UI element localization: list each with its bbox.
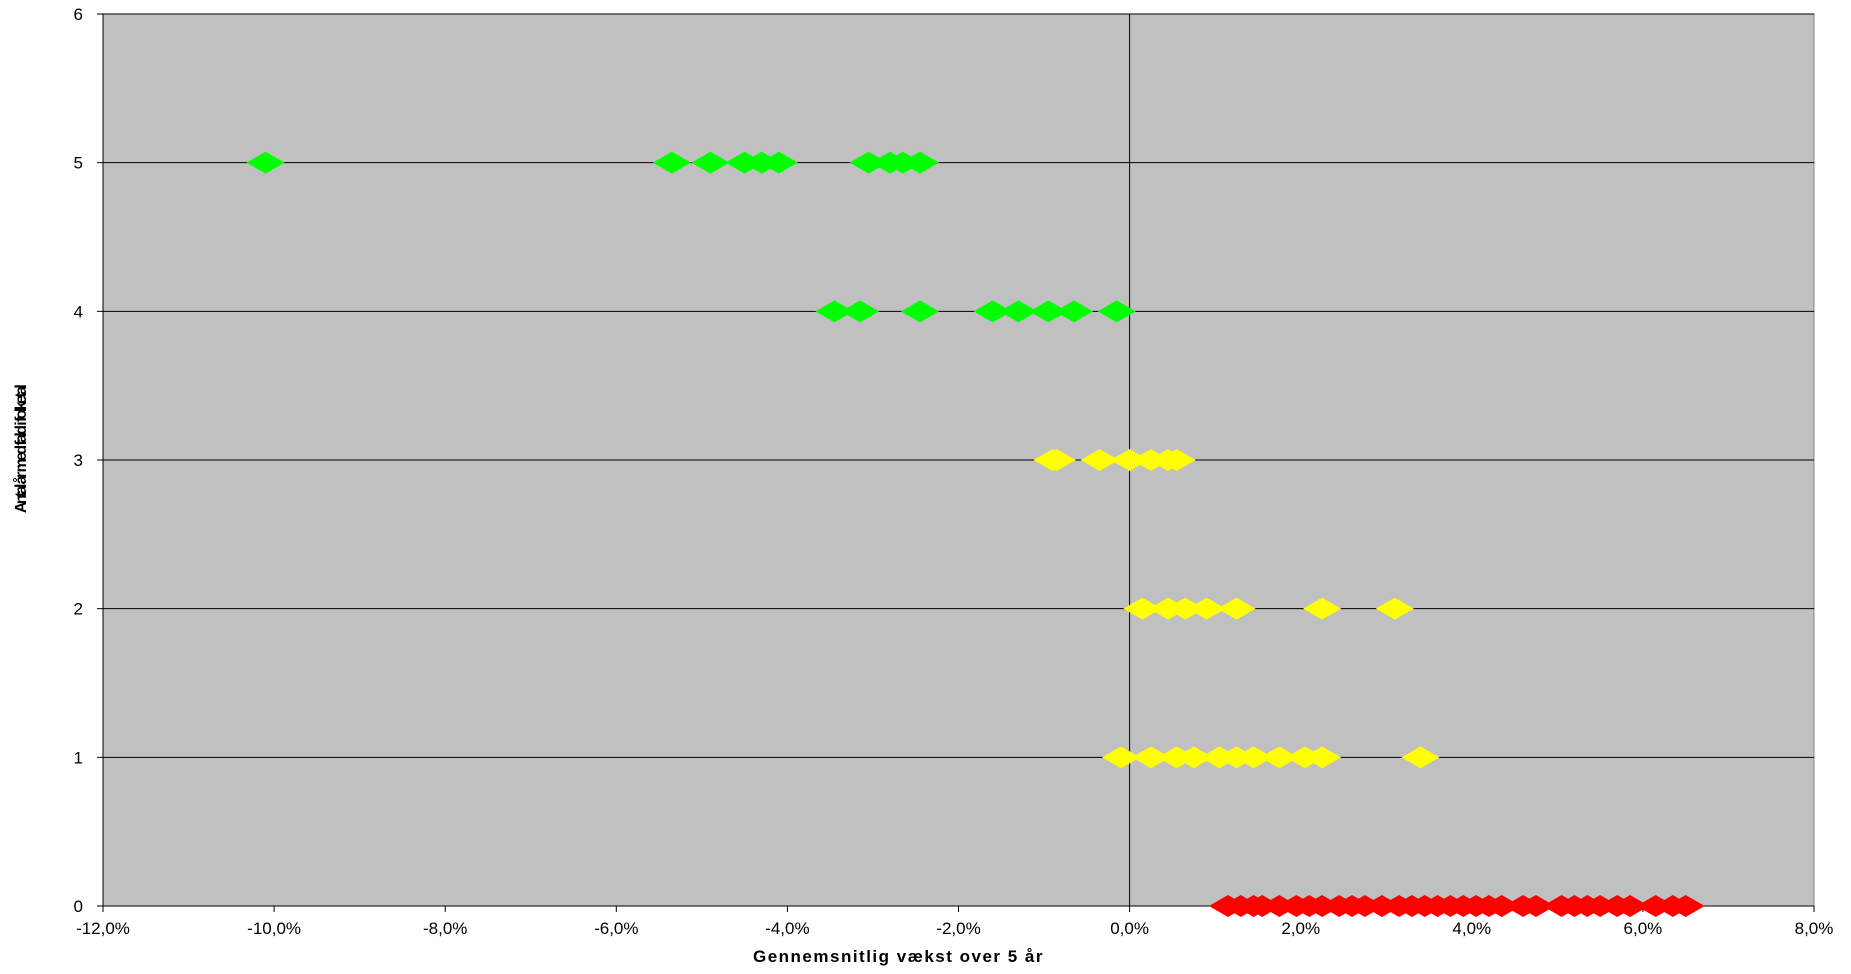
data-point (1166, 597, 1205, 620)
series-2 (246, 151, 1136, 323)
x-axis-title: Gennemsnitlig vækst over 5 år (753, 947, 1044, 966)
x-tick-label: 0,0% (1110, 919, 1149, 938)
data-point (815, 300, 854, 323)
data-point (1303, 746, 1342, 769)
y-tick-labels: 0 1 2 3 4 5 6 (74, 5, 83, 916)
x-tick-label: -10,0% (247, 919, 301, 938)
data-point (652, 151, 691, 174)
data-point (1029, 300, 1068, 323)
data-point (1054, 300, 1093, 323)
data-point (1217, 597, 1256, 620)
data-point (1157, 449, 1196, 471)
data-point (691, 151, 730, 174)
y-tick-label: 5 (74, 154, 83, 173)
x-tick-labels: -12,0% -10,0% -8,0% -6,0% -4,0% -2,0% 0,0% 2,0%… (76, 919, 1833, 938)
data-point (1516, 895, 1555, 917)
data-point (1080, 449, 1119, 471)
data-point (246, 151, 285, 174)
y-tick-label: 6 (74, 5, 83, 24)
data-point (849, 151, 888, 174)
x-tick-label: 6,0% (1624, 919, 1663, 938)
data-point (1123, 597, 1162, 620)
data-point (999, 300, 1038, 323)
data-point (1097, 300, 1136, 323)
data-point (1401, 746, 1440, 769)
x-tick-label: -8,0% (423, 919, 467, 938)
x-tick-label: -4,0% (765, 919, 809, 938)
data-point (1260, 746, 1299, 769)
data-point (1037, 449, 1076, 471)
y-axis-title: Antal år med fald i folketal (12, 385, 30, 514)
data-point (1666, 895, 1705, 917)
data-point (841, 300, 880, 323)
y-tick-label: 4 (74, 302, 83, 321)
y-tick-label: 3 (74, 451, 83, 470)
series-0 (1208, 895, 1705, 917)
x-tick-label: 8,0% (1795, 919, 1834, 938)
data-point (1174, 746, 1213, 769)
data-point (759, 151, 798, 174)
x-tick-label: 2,0% (1281, 919, 1320, 938)
data-point (1303, 597, 1342, 620)
x-tick-label: 4,0% (1452, 919, 1491, 938)
data-point (1102, 746, 1141, 769)
data-points (246, 151, 1705, 917)
x-tick-label: -2,0% (936, 919, 980, 938)
x-tick-label: -6,0% (594, 919, 638, 938)
data-point (901, 151, 940, 174)
data-point (1611, 895, 1650, 917)
data-point (1110, 449, 1149, 471)
data-point (1131, 746, 1170, 769)
data-point (1234, 746, 1273, 769)
data-point (1187, 597, 1226, 620)
y-tick-label: 1 (74, 748, 83, 767)
data-point (901, 300, 940, 323)
data-point (1482, 895, 1521, 917)
series-1 (1033, 449, 1440, 769)
y-tick-label: 0 (74, 897, 83, 916)
data-point (973, 300, 1012, 323)
data-point (1375, 597, 1414, 620)
y-tick-label: 2 (74, 600, 83, 619)
x-tick-label: -12,0% (76, 919, 130, 938)
